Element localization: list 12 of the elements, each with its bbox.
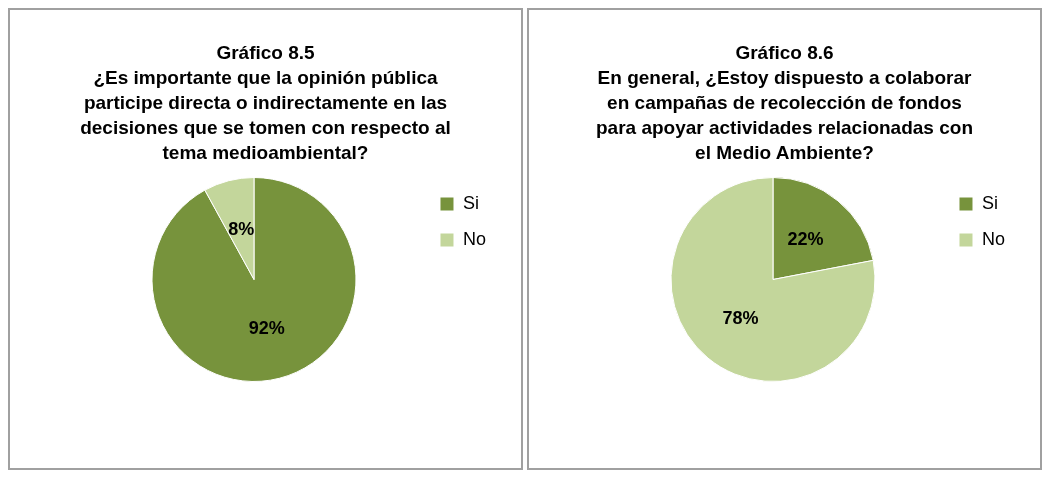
chart-title: Gráfico 8.5	[215, 41, 316, 65]
chart-subtitle: ¿Es importante que la opinión pública participe directa o indirectamente en las decisiones que se tomen con respecto al tema medioambiental?	[79, 66, 452, 165]
data-label: 78%	[721, 307, 758, 328]
legend-label: Si	[981, 192, 998, 213]
data-label: 8%	[227, 219, 254, 240]
chart-subtitle: En general, ¿Estoy dispuesto a colaborar en campañas de recolección de fondos para apoyar actividades relacionadas con el Medio Ambiente?	[595, 66, 974, 165]
data-label: 22%	[786, 229, 824, 250]
legend-label: No	[462, 228, 486, 249]
legend-label: Si	[462, 192, 479, 213]
chart-title: Gráfico 8.6	[734, 41, 835, 65]
legend-label: No	[981, 228, 1005, 249]
data-label: 92%	[248, 317, 285, 338]
